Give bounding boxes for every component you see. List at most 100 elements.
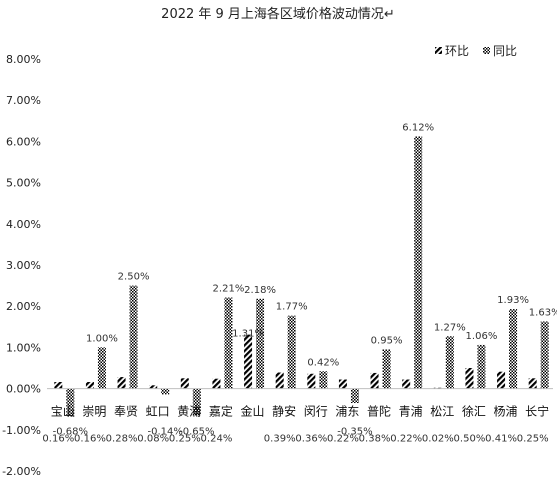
y-tick-label: 0.00% xyxy=(6,383,41,396)
x-category-label: 奉贤 xyxy=(114,405,138,419)
bar-yoy xyxy=(161,388,170,395)
y-tick-label: -1.00% xyxy=(2,424,41,437)
data-label-yoy: -0.65% xyxy=(179,427,214,438)
data-label-mom: 1.31% xyxy=(232,329,264,340)
bar-mom xyxy=(465,368,474,389)
legend: 环比 同比 xyxy=(435,44,517,58)
bar-mom xyxy=(338,379,347,389)
x-category-label: 徐汇 xyxy=(462,404,486,419)
data-labels: 0.16%-0.68%0.16% 1.00% 0.28% 2.50% 0.08%-0.1… xyxy=(42,122,557,444)
data-label-yoy: 2.18% xyxy=(244,285,276,296)
data-label-yoy: -0.68% xyxy=(53,427,88,438)
x-category-label: 嘉定 xyxy=(209,404,233,419)
bar-yoy xyxy=(509,309,518,389)
legend-swatch-mom xyxy=(435,47,442,54)
bar-yoy xyxy=(192,388,201,416)
x-category-label: 长宁 xyxy=(525,404,549,419)
data-label-mom: 0.50% xyxy=(454,434,486,445)
data-label-yoy: 1.63% xyxy=(529,307,557,318)
data-label-yoy: 1.93% xyxy=(497,295,529,306)
data-label-mom: 0.02% xyxy=(422,434,454,445)
data-label-yoy: 1.06% xyxy=(466,331,498,342)
x-category-label: 宝山 xyxy=(51,405,75,419)
y-tick-label: 3.00% xyxy=(6,259,41,272)
bar-mom xyxy=(528,378,537,389)
data-label-mom: 0.16% xyxy=(42,434,74,445)
bar-mom xyxy=(402,379,411,389)
y-tick-label: 8.00% xyxy=(6,53,41,66)
y-tick-label: 4.00% xyxy=(6,218,41,231)
data-label-mom: 0.22% xyxy=(390,434,422,445)
bar-mom xyxy=(54,382,63,389)
bar-mom xyxy=(149,385,158,389)
data-label-yoy: 6.12% xyxy=(402,122,434,133)
legend-swatch-yoy xyxy=(483,47,490,54)
bar-yoy xyxy=(414,136,423,389)
bar-yoy xyxy=(256,298,265,389)
bar-mom xyxy=(85,382,94,389)
y-tick-label: -2.00% xyxy=(2,465,41,478)
x-category-label: 青浦 xyxy=(399,405,423,419)
data-label-yoy: 1.77% xyxy=(276,302,308,313)
bar-yoy xyxy=(477,344,486,389)
data-label-mom: 0.39% xyxy=(264,434,296,445)
x-category-label: 金山 xyxy=(241,404,265,419)
x-category-label: 浦东 xyxy=(335,405,359,419)
bar-mom xyxy=(370,372,379,389)
y-tick-label: 1.00% xyxy=(6,341,41,354)
data-label-mom: 0.08% xyxy=(137,434,169,445)
x-category-label: 闵行 xyxy=(304,404,328,419)
data-label-mom: 0.16% xyxy=(74,434,106,445)
bar-yoy xyxy=(350,388,359,404)
x-category-label: 虹口 xyxy=(146,405,170,419)
bar-yoy xyxy=(540,321,549,389)
data-label-yoy: 2.21% xyxy=(213,284,245,295)
data-label-mom: 0.41% xyxy=(485,434,517,445)
bar-yoy xyxy=(445,336,454,389)
bar-mom xyxy=(244,334,253,389)
data-label-mom: 0.24% xyxy=(201,434,233,445)
legend-label-mom: 环比 xyxy=(445,44,469,58)
bar-mom xyxy=(180,378,189,389)
data-label-mom: 0.28% xyxy=(106,434,138,445)
data-label-mom: 0.36% xyxy=(295,434,327,445)
y-axis: -2.00% -1.00% 0.00% 1.00% 2.00% 3.00% 4.00% 5.0… xyxy=(2,53,41,478)
bar-yoy xyxy=(382,349,391,389)
y-tick-label: 2.00% xyxy=(6,300,41,313)
bar-yoy xyxy=(287,315,296,389)
y-tick-label: 5.00% xyxy=(6,177,41,190)
bar-mom xyxy=(212,378,221,389)
bar-mom xyxy=(275,372,284,389)
data-label-mom: 0.38% xyxy=(359,434,391,445)
bar-mom xyxy=(497,371,506,389)
x-category-label: 崇明 xyxy=(82,405,106,419)
data-label-yoy: -0.35% xyxy=(337,427,372,438)
data-label-mom: 0.22% xyxy=(327,434,359,445)
data-label-yoy: 0.42% xyxy=(307,357,339,368)
bar-yoy xyxy=(97,347,106,389)
bar-yoy xyxy=(319,371,328,389)
legend-label-yoy: 同比 xyxy=(493,44,517,58)
x-category-label: 静安 xyxy=(272,404,296,419)
bar-yoy xyxy=(129,285,138,389)
y-tick-label: 6.00% xyxy=(6,135,41,148)
data-label-yoy: -0.14% xyxy=(147,427,182,438)
data-label-yoy: 0.95% xyxy=(371,335,403,346)
data-label-mom: 0.25% xyxy=(517,434,549,445)
bar-mom xyxy=(307,373,316,389)
plot-area xyxy=(54,136,549,417)
x-axis-category-labels: 宝山 崇明 奉贤 虹口 黄浦 嘉定 金山 静安 闵行 浦东 普陀 青浦 松江 徐汇 杨浦 长宁 xyxy=(51,404,549,419)
data-label-mom: 0.25% xyxy=(169,434,201,445)
data-label-yoy: 1.00% xyxy=(86,333,118,344)
bar-mom xyxy=(117,377,126,389)
bar-yoy xyxy=(224,297,233,389)
data-label-yoy: 1.27% xyxy=(434,322,466,333)
bar-yoy xyxy=(66,388,75,417)
data-label-yoy: 2.50% xyxy=(118,272,150,283)
y-tick-label: 7.00% xyxy=(6,94,41,107)
chart-title: 2022 年 9 月上海各区域价格波动情况↵ xyxy=(161,6,395,22)
x-category-label: 普陀 xyxy=(367,404,391,419)
x-category-label: 松江 xyxy=(430,405,454,419)
